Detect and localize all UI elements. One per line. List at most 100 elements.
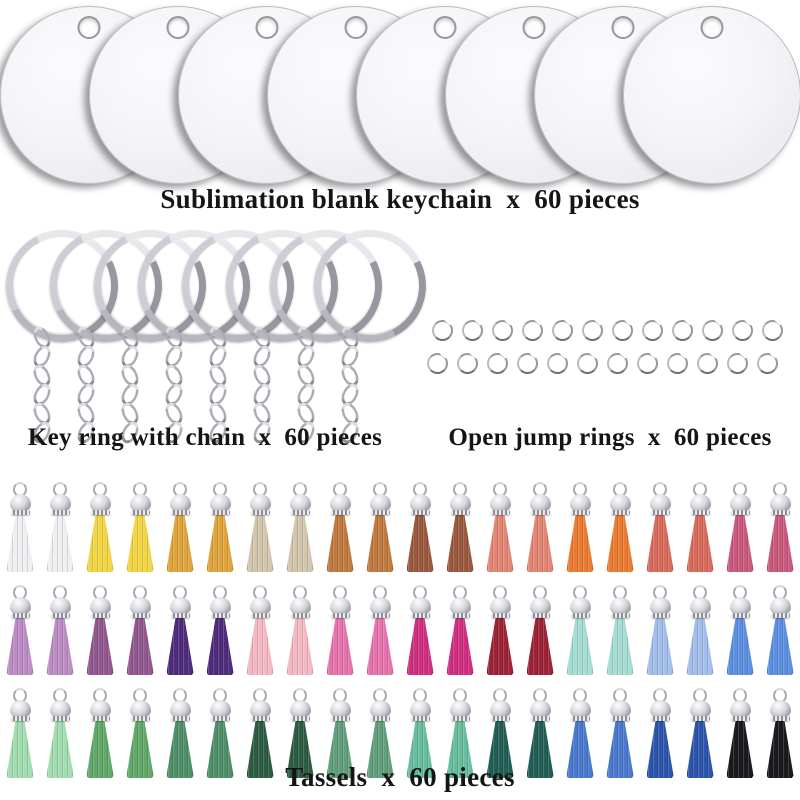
tassel-collar [130,613,150,618]
tassels-caption: Tassels x 60 pieces [285,762,515,792]
tassel-fringe [166,617,194,675]
tassel-collar [770,613,790,618]
tassel-cap [729,700,751,718]
tassel [160,585,200,681]
tassel-collar [610,716,630,721]
tassel-collar [330,510,350,515]
jump-ring [577,353,598,374]
tassel-fringe [646,514,674,572]
tassel-cap [769,597,791,615]
keychain-disc-row [0,0,800,190]
tassel [40,585,80,681]
tassel-cap [129,700,151,718]
tassel-collar [450,716,470,721]
jumpring-row [432,320,797,341]
jump-ring [607,353,628,374]
tassel [480,585,520,681]
keyring-group [0,215,441,447]
tassel-cap [649,494,671,512]
tassel [720,688,760,784]
jump-ring [582,320,603,341]
tassel-cap [289,700,311,718]
tassel-fringe [406,617,434,675]
tassel [360,688,400,784]
tassel-fringe [726,617,754,675]
tassel-collar [650,613,670,618]
tassel-collar [10,510,30,515]
tassel-cap [569,700,591,718]
tassel-collar [170,613,190,618]
tassel [720,482,760,578]
tassel-cap [169,700,191,718]
tassel-collar [730,510,750,515]
tassel-cap [689,494,711,512]
tassel [440,688,480,784]
tassel-cap [49,597,71,615]
tassel-collar [90,613,110,618]
jump-ring [672,320,693,341]
tassel-fringe [766,514,794,572]
tassel-cap [609,597,631,615]
tassel-fringe [406,514,434,572]
tassel-collar [330,613,350,618]
tassel-fringe [246,617,274,675]
keychain-disc [623,6,800,184]
tassel-fringe [206,514,234,572]
tassel-collar [450,613,470,618]
tassel-fringe [606,514,634,572]
tassel [160,688,200,784]
tassel [440,585,480,681]
tassel [240,688,280,784]
keychain-hole [611,16,635,39]
tassel-collar [170,716,190,721]
tassel-fringe [286,514,314,572]
tassel-collar [690,716,710,721]
tassel-collar [90,510,110,515]
tassel-collar [690,510,710,515]
tassel-cap [489,494,511,512]
tassel-collar [290,510,310,515]
keychain-hole [255,16,279,39]
tassel-collar [490,613,510,618]
tassel [240,585,280,681]
tassel-collar [90,716,110,721]
tassel-fringe [486,514,514,572]
tassel [0,482,40,578]
tassel [280,688,320,784]
tassel-collar [250,716,270,721]
tassel-cap [9,597,31,615]
tassel-fringe [6,617,34,675]
keychain-hole [166,16,190,39]
tassel [400,482,440,578]
tassel-collar [570,510,590,515]
tassel [200,585,240,681]
jump-ring [457,353,478,374]
tassel-collar [370,716,390,721]
tassel-fringe [166,514,194,572]
tassel-collar [770,716,790,721]
jump-ring [762,320,783,341]
keychain-hole [77,16,101,39]
jump-ring [517,353,538,374]
tassel-fringe [126,617,154,675]
tassel-cap [129,494,151,512]
jump-ring [522,320,543,341]
tassel-collar [570,613,590,618]
tassel-group [0,482,800,791]
tassel-fringe [46,514,74,572]
tassel [680,688,720,784]
tassel-collar [650,716,670,721]
tassel [200,482,240,578]
jump-ring [697,353,718,374]
tassel-fringe [686,617,714,675]
tassel-cap [369,597,391,615]
tassel [600,482,640,578]
tassel [640,482,680,578]
tassel [320,688,360,784]
tassel-cap [449,494,471,512]
tassel-cap [609,494,631,512]
tassel-cap [209,494,231,512]
tassel-cap [769,494,791,512]
jump-ring [432,320,453,341]
tassel [120,688,160,784]
